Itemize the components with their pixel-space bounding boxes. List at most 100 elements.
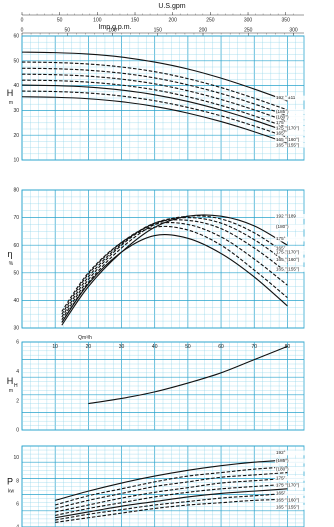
y-tick-label: 10 [13,455,19,461]
curve-label-bg [275,491,306,496]
y-axis-unit: m [9,100,13,106]
curve-label: (185°) [276,109,289,114]
curve-label-bg [275,504,306,510]
curve-label-bg [275,95,306,101]
y-tick-label: 60 [13,34,19,40]
y-axis-unit: m [9,388,13,394]
impgpm-tick-label: 300 [289,28,298,34]
curve-label-bg [275,257,306,263]
curve-label: 165 °(155°) [276,504,300,509]
impgpm-tick-label: 200 [199,28,208,34]
curve-label-bg [275,120,306,125]
y-tick-label: 6 [16,340,19,346]
y-tick-label: 6 [16,501,19,507]
curve-efficiency-4 [61,222,288,315]
y-tick-label: 8 [16,478,19,484]
y-tick-label: 80 [13,188,19,194]
y-tick-label: 40 [13,298,19,304]
usgpm-tick-label: 200 [169,18,178,24]
x-tick-label: 10 [52,344,58,350]
curve-head-2 [21,67,288,117]
x-tick-label: 20 [86,344,92,350]
x-axis-label: Qm³/h [78,335,92,341]
x-tick-label: 40 [152,344,158,350]
curve-label-bg [275,131,306,136]
panel-power: 10 8 6 4 Pkw 192° (185°) (180°) 175° 175 °(170°) 1… [7,445,306,527]
curve-head-6 [21,90,288,138]
curve-efficiency-3 [61,219,288,318]
y-tick-label: 70 [13,215,19,221]
y-tick-label: 40 [13,83,19,89]
curve-label-bg [275,109,306,115]
impgpm-tick-label: 100 [108,28,117,34]
curve-label-bg [275,125,306,131]
curve-efficiency-1 [61,215,288,323]
y-tick-label: 4 [16,525,19,527]
curve-label-bg [275,214,306,219]
curve-power-3 [55,477,288,513]
impgpm-tick-label: 150 [154,28,163,34]
x-tick-label: 70 [251,344,257,350]
y-axis-label: H [7,88,14,98]
curve-label: (180°) [276,224,289,229]
curve-label-bg [275,114,306,120]
y-axis-sublabel: H [14,383,18,389]
curve-label: (185°) [276,458,289,463]
curve-label: 175° [276,476,286,481]
x-tick-label: 30 [119,344,125,350]
impgpm-axis-label: Imp.g.p.m. [98,24,131,31]
x-tick-label: 50 [185,344,191,350]
curve-label-bg [275,497,306,503]
y-tick-label: 20 [13,133,19,139]
x-tick-label: 60 [218,344,224,350]
curve-label-bg [275,482,306,488]
curve-label: (180°) [276,466,289,471]
y-tick-label: 50 [13,270,19,276]
curve-label: 175° [276,236,286,241]
curve-head-4 [21,79,288,129]
curve-label: 192 °(189 [276,214,296,219]
usgpm-tick-label: 50 [57,18,63,24]
curve-label-bg [275,249,306,255]
curve-label-bg [275,236,306,242]
y-tick-label: 50 [13,58,19,64]
y-tick-label: 10 [13,158,19,164]
y-axis-unit: kw [8,489,15,495]
y-tick-label: 0 [16,428,19,434]
x-tick-label: 80 [285,344,291,350]
panel-efficiency: 80 70 60 50 40 30 η% 192 °(189 (180°) 165° 175° 175… [7,188,306,332]
usgpm-tick-label: 300 [244,18,253,24]
y-axis-label: η [7,249,12,259]
usgpm-tick-label: 0 [21,18,24,24]
curve-label-bg [275,137,306,143]
impgpm-tick-label: 250 [244,28,253,34]
curve-head-1 [21,61,288,111]
curve-label-bg [275,450,306,456]
curve-label: 175 °(170°) [276,483,300,488]
flow-unit-header: U.S.gpm Imp.g.p.m. 0 50 100 150 200 250 300 350… [21,3,304,36]
impgpm-tick-label: 0 [21,28,24,34]
curve-label: (180°) [276,114,289,119]
curve-label-bg [275,475,306,481]
impgpm-tick-label: 50 [64,28,70,34]
curve-head-3 [21,73,288,123]
y-tick-label: 30 [13,326,19,332]
usgpm-tick-label: 350 [282,18,291,24]
y-axis-unit: % [9,261,14,267]
curve-power-4 [55,483,288,516]
y-tick-label: 2 [16,398,19,404]
curve-label: 165° [276,246,286,251]
curve-label-bg [275,246,306,251]
curve-efficiency-6 [61,225,288,312]
curve-npsh-0 [88,345,288,405]
y-axis-label: P [7,477,13,487]
curve-label-bg [275,466,306,472]
curve-label: 192 ° ±11 [276,95,296,100]
curve-label: 165 °(155°) [276,142,300,147]
curve-label: 192° [276,450,286,455]
curve-label: 165 °(160°) [276,137,300,142]
y-tick-label: 60 [13,243,19,249]
